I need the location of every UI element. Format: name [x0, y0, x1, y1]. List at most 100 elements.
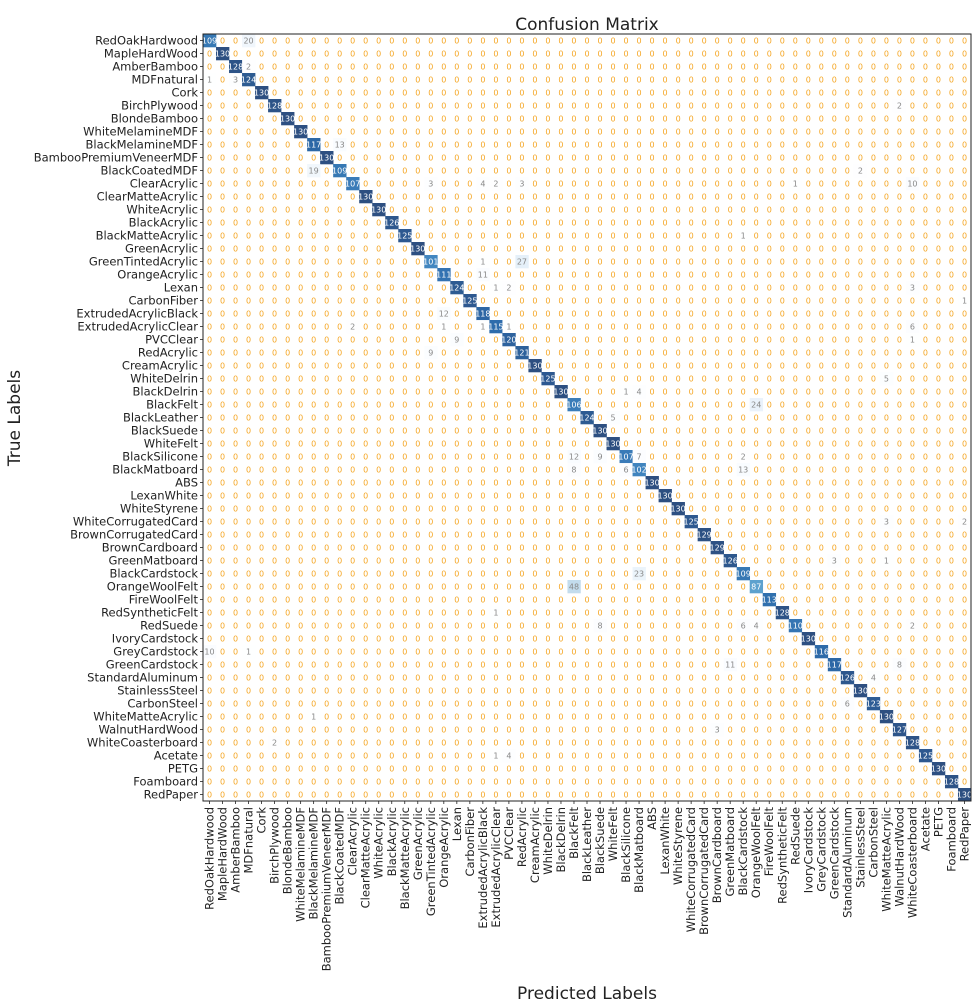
cell-value: 0 [220, 531, 225, 540]
cell-value: 0 [884, 154, 889, 163]
cell-value: 0 [832, 167, 837, 176]
cell-value: 0 [298, 102, 303, 111]
cell-value: 0 [389, 739, 394, 748]
cell-value: 0 [532, 271, 537, 280]
cell-value: 0 [519, 557, 524, 566]
cell-value: 0 [624, 674, 629, 683]
cell-value: 0 [858, 596, 863, 605]
cell-value: 0 [637, 271, 642, 280]
cell-value: 0 [493, 141, 498, 150]
cell-value: 0 [597, 258, 602, 267]
cell-value: 0 [780, 778, 785, 787]
cell-value: 0 [480, 284, 485, 293]
cell-value: 0 [376, 570, 381, 579]
cell-value: 0 [741, 323, 746, 332]
cell-value: 0 [571, 232, 576, 241]
cell-value: 0 [480, 557, 485, 566]
cell-value: 130 [215, 50, 230, 59]
cell-value: 0 [584, 674, 589, 683]
cell-value: 0 [285, 440, 290, 449]
cell-value: 0 [741, 219, 746, 228]
cell-value: 0 [637, 50, 642, 59]
cell-value: 0 [480, 544, 485, 553]
cell-value: 0 [428, 453, 433, 462]
cell-value: 0 [962, 570, 967, 579]
cell-value: 0 [858, 193, 863, 202]
cell-value: 0 [819, 713, 824, 722]
cell-value: 0 [806, 479, 811, 488]
cell-value: 0 [506, 128, 511, 137]
cell-value: 0 [923, 440, 928, 449]
heatmap-cell [450, 333, 464, 347]
cell-value: 0 [311, 648, 316, 657]
cell-value: 0 [949, 245, 954, 254]
cell-value: 0 [910, 700, 915, 709]
cell-value: 0 [220, 115, 225, 124]
cell-value: 0 [272, 440, 277, 449]
cell-value: 0 [910, 531, 915, 540]
cell-value: 0 [767, 310, 772, 319]
cell-value: 0 [819, 765, 824, 774]
heatmap-cell [892, 99, 907, 113]
cell-value: 0 [936, 531, 941, 540]
cell-value: 0 [337, 453, 342, 462]
cell-value: 0 [272, 206, 277, 215]
cell-value: 0 [441, 388, 446, 397]
cell-value: 0 [624, 635, 629, 644]
cell-value: 0 [350, 245, 355, 254]
cell-value: 0 [246, 791, 251, 800]
cell-value: 0 [532, 752, 537, 761]
cell-value: 0 [545, 414, 550, 423]
cell-value: 0 [454, 193, 459, 202]
cell-value: 0 [207, 141, 212, 150]
cell-value: 0 [962, 362, 967, 371]
cell-value: 0 [741, 505, 746, 514]
cell-value: 0 [845, 115, 850, 124]
cell-value: 0 [702, 284, 707, 293]
cell-value: 0 [311, 752, 316, 761]
cell-value: 0 [858, 453, 863, 462]
cell-value: 0 [949, 661, 954, 670]
cell-value: 0 [428, 557, 433, 566]
cell-value: 0 [780, 557, 785, 566]
cell-value: 0 [884, 648, 889, 657]
cell-value: 0 [897, 544, 902, 553]
cell-value: 0 [298, 466, 303, 475]
cell-value: 0 [858, 284, 863, 293]
cell-value: 0 [702, 557, 707, 566]
cell-value: 0 [897, 63, 902, 72]
cell-value: 0 [780, 687, 785, 696]
cell-value: 0 [545, 778, 550, 787]
cell-value: 0 [298, 154, 303, 163]
cell-value: 0 [441, 791, 446, 800]
cell-value: 0 [350, 596, 355, 605]
cell-value: 0 [715, 271, 720, 280]
cell-value: 0 [350, 674, 355, 683]
cell-value: 0 [532, 206, 537, 215]
cell-value: 0 [689, 778, 694, 787]
cell-value: 0 [676, 492, 681, 501]
cell-value: 0 [441, 583, 446, 592]
cell-value: 0 [246, 427, 251, 436]
cell-value: 0 [519, 596, 524, 605]
cell-value: 0 [467, 102, 472, 111]
cell-value: 0 [637, 674, 642, 683]
cell-value: 0 [454, 141, 459, 150]
cell-value: 1 [311, 713, 316, 722]
cell-value: 0 [767, 414, 772, 423]
cell-value: 0 [207, 453, 212, 462]
cell-value: 0 [402, 765, 407, 774]
cell-value: 0 [454, 401, 459, 410]
cell-value: 0 [454, 297, 459, 306]
cell-value: 0 [884, 635, 889, 644]
cell-value: 0 [363, 245, 368, 254]
x-tick-label: BambooPremiumVeneerMDF [320, 807, 334, 971]
cell-value: 0 [311, 349, 316, 358]
cell-value: 0 [689, 531, 694, 540]
cell-value: 0 [819, 752, 824, 761]
cell-value: 0 [584, 544, 589, 553]
cell-value: 0 [376, 492, 381, 501]
cell-value: 0 [871, 89, 876, 98]
x-tick-label: AmberBamboo [229, 807, 243, 893]
cell-value: 0 [676, 89, 681, 98]
